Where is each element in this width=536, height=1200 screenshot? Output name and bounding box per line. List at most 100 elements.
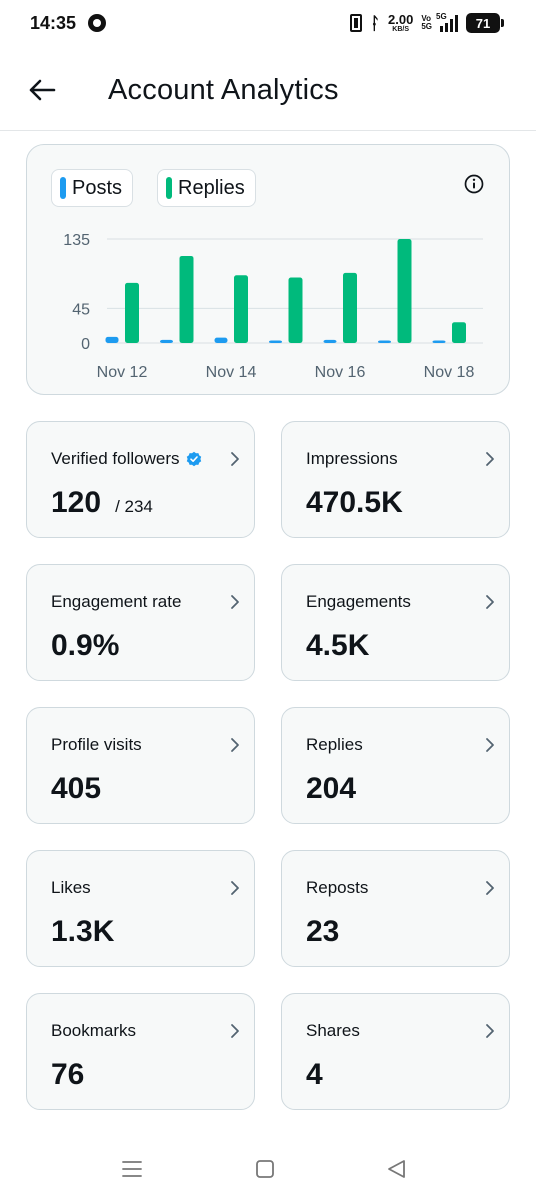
stat-value-text: 23 bbox=[306, 915, 340, 948]
back-button[interactable] bbox=[22, 70, 62, 110]
stat-value: 1.3K bbox=[51, 915, 114, 949]
y-tick-label: 135 bbox=[63, 232, 90, 249]
info-button[interactable] bbox=[463, 173, 485, 195]
network-speed: 2.00 KB/S bbox=[388, 13, 413, 33]
status-bar: 14:35 ᛛ 2.00 KB/S Vo 5G 5G 71 bbox=[0, 0, 536, 46]
stat-value-text: 76 bbox=[51, 1058, 85, 1091]
network-speed-unit: KB/S bbox=[392, 26, 410, 33]
stat-label: Engagements bbox=[306, 592, 411, 612]
stat-label: Reposts bbox=[306, 878, 368, 898]
stat-card-engagement-rate[interactable]: Engagement rate 0.9% bbox=[26, 564, 255, 681]
stat-value-text: 470.5K bbox=[306, 486, 403, 519]
bar-posts-nov-18 bbox=[432, 340, 446, 343]
nav-home-button[interactable] bbox=[250, 1156, 280, 1182]
stat-value-text: 120 bbox=[51, 486, 102, 519]
chevron-right-icon bbox=[231, 595, 239, 609]
chevron-right-icon bbox=[486, 595, 494, 609]
status-icons: ᛛ 2.00 KB/S Vo 5G 5G 71 bbox=[349, 12, 504, 34]
stat-label-text: Likes bbox=[51, 878, 91, 897]
stat-label-text: Impressions bbox=[306, 449, 398, 468]
stat-label: Engagement rate bbox=[51, 592, 181, 612]
legend-posts[interactable]: Posts bbox=[51, 169, 134, 207]
x-tick-label: Nov 16 bbox=[315, 364, 366, 381]
bar-replies-nov-14 bbox=[234, 275, 248, 343]
stat-label-text: Engagement rate bbox=[51, 592, 182, 611]
stat-card-engagements[interactable]: Engagements 4.5K bbox=[281, 564, 510, 681]
nav-back-button[interactable] bbox=[381, 1156, 411, 1182]
stat-label: Shares bbox=[306, 1021, 360, 1041]
stat-sub-value: / 234 bbox=[115, 497, 153, 516]
stat-card-verified-followers[interactable]: Verified followers 120 / 234 bbox=[26, 421, 255, 538]
stat-card-profile-visits[interactable]: Profile visits 405 bbox=[26, 707, 255, 824]
bar-replies-nov-15 bbox=[288, 277, 303, 343]
y-tick-label: 45 bbox=[72, 301, 90, 318]
stat-card-likes[interactable]: Likes 1.3K bbox=[26, 850, 255, 967]
stat-label-text: Verified followers bbox=[51, 449, 180, 468]
stat-label-text: Engagements bbox=[306, 592, 411, 611]
status-time: 14:35 bbox=[30, 13, 77, 33]
bar-posts-nov-15 bbox=[269, 340, 282, 343]
stat-value-text: 405 bbox=[51, 772, 102, 805]
stat-value: 405 bbox=[51, 772, 101, 806]
legend-posts-swatch bbox=[60, 177, 66, 199]
stat-value: 23 bbox=[306, 915, 339, 949]
stat-card-shares[interactable]: Shares 4 bbox=[281, 993, 510, 1110]
bar-posts-nov-17 bbox=[378, 340, 391, 343]
back-triangle-icon bbox=[388, 1160, 405, 1178]
stat-label: Replies bbox=[306, 735, 363, 755]
stat-value: 470.5K bbox=[306, 486, 403, 520]
legend-replies-label: Replies bbox=[178, 176, 245, 199]
volte-icon: Vo 5G bbox=[421, 15, 432, 31]
x-tick-label: Nov 18 bbox=[424, 364, 475, 381]
volte-bottom: 5G bbox=[421, 22, 432, 31]
stat-value-text: 204 bbox=[306, 772, 357, 805]
stat-label: Impressions bbox=[306, 449, 398, 469]
x-tick-label: Nov 14 bbox=[206, 364, 257, 381]
verified-badge-icon bbox=[186, 451, 201, 467]
stat-value-text: 1.3K bbox=[51, 915, 115, 948]
bar-replies-nov-17 bbox=[397, 239, 412, 343]
vibrate-icon bbox=[349, 14, 362, 32]
chevron-right-icon bbox=[486, 1024, 494, 1038]
bluetooth-icon: ᛛ bbox=[369, 13, 381, 33]
signal-icon: 5G bbox=[436, 12, 458, 32]
stat-value: 204 bbox=[306, 772, 356, 806]
stat-value-text: 4.5K bbox=[306, 629, 370, 662]
back-arrow-icon bbox=[29, 79, 56, 101]
nav-menu-button[interactable] bbox=[117, 1156, 147, 1182]
y-tick-label: 0 bbox=[81, 336, 90, 353]
stat-label: Bookmarks bbox=[51, 1021, 136, 1041]
analytics-chart-card: 135 45 0 Nov 12 Nov 14 Nov 16 Nov 18 Posts Rep… bbox=[26, 144, 510, 395]
chevron-right-icon bbox=[486, 738, 494, 752]
stat-value: 4 bbox=[306, 1058, 323, 1092]
stat-label-text: Profile visits bbox=[51, 735, 142, 754]
stat-label-text: Reposts bbox=[306, 878, 369, 897]
info-icon bbox=[464, 174, 484, 194]
legend-posts-label: Posts bbox=[72, 176, 123, 199]
bar-replies-nov-13 bbox=[179, 255, 194, 343]
stat-label: Verified followers bbox=[51, 449, 202, 469]
bar-posts-nov-16 bbox=[323, 339, 337, 343]
volte-top: Vo bbox=[421, 14, 431, 23]
menu-icon bbox=[122, 1161, 142, 1177]
bar-chart: 135 45 0 Nov 12 Nov 14 Nov 16 Nov 18 bbox=[63, 232, 483, 381]
stat-value: 0.9% bbox=[51, 629, 119, 663]
chevron-right-icon bbox=[486, 881, 494, 895]
stat-card-impressions[interactable]: Impressions 470.5K bbox=[281, 421, 510, 538]
stat-card-bookmarks[interactable]: Bookmarks 76 bbox=[26, 993, 255, 1110]
legend-replies-swatch bbox=[166, 177, 173, 199]
stat-value: 76 bbox=[51, 1058, 84, 1092]
stat-card-replies[interactable]: Replies 204 bbox=[281, 707, 510, 824]
stat-label: Profile visits bbox=[51, 735, 142, 755]
bar-posts-nov-12 bbox=[105, 336, 119, 343]
stat-value-text: 0.9% bbox=[51, 629, 120, 662]
bar-replies-nov-18 bbox=[452, 322, 466, 343]
chart-legend: Posts Replies bbox=[51, 169, 256, 207]
stat-card-reposts[interactable]: Reposts 23 bbox=[281, 850, 510, 967]
system-nav-bar bbox=[0, 1140, 536, 1200]
chevron-right-icon bbox=[231, 738, 239, 752]
app-notification-icon bbox=[88, 14, 106, 32]
bar-replies-nov-12 bbox=[125, 282, 139, 343]
bar-posts-nov-13 bbox=[160, 339, 173, 343]
legend-replies[interactable]: Replies bbox=[157, 169, 256, 207]
